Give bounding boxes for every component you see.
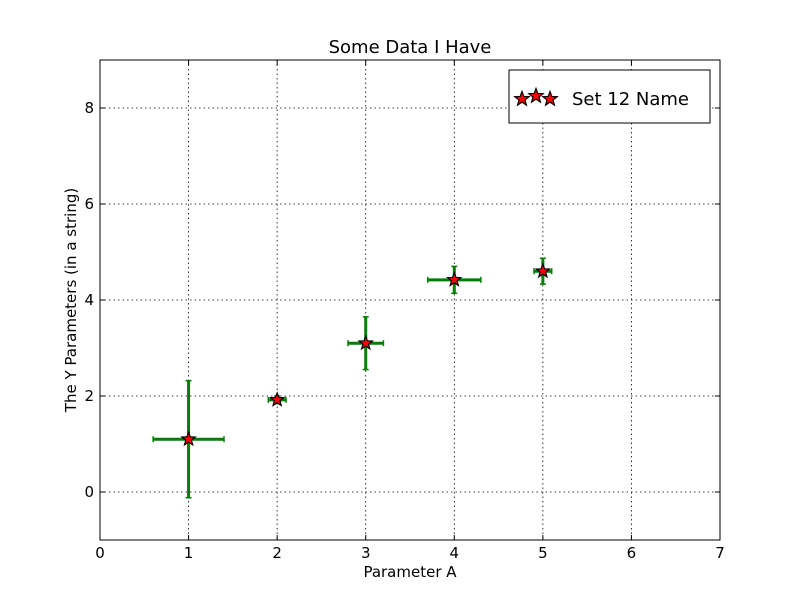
data-point-star [268, 391, 286, 407]
y-tick-label: 4 [84, 291, 94, 309]
y-tick-label: 6 [84, 195, 94, 213]
axis-ticks: 0 1 2 3 4 5 6 7 0 2 4 6 8 [84, 60, 725, 562]
data-markers [180, 262, 552, 447]
x-tick-label: 4 [450, 544, 460, 562]
legend-markers [513, 86, 559, 107]
y-tick-label: 8 [84, 99, 94, 117]
legend: Set 12 Name [508, 69, 711, 124]
y-axis-label: The Y Parameters (in a string) [62, 188, 80, 413]
data-point-star [446, 271, 463, 287]
x-tick-label: 1 [184, 544, 194, 562]
x-tick-label: 2 [272, 544, 282, 562]
chart-title: Some Data I Have [329, 37, 492, 58]
legend-star-icon [527, 86, 545, 104]
data-point-star [534, 262, 552, 279]
x-axis-label: Parameter A [363, 563, 457, 581]
y-tick-label: 0 [84, 483, 94, 501]
x-tick-label: 7 [715, 544, 725, 562]
x-tick-label: 6 [627, 544, 637, 562]
legend-label: Set 12 Name [572, 89, 689, 110]
x-tick-label: 0 [95, 544, 105, 562]
x-tick-label: 3 [361, 544, 371, 562]
y-tick-label: 2 [84, 387, 94, 405]
data-point-star [357, 334, 374, 351]
data-point-star [180, 430, 197, 447]
legend-star-icon [541, 89, 559, 107]
x-tick-label: 5 [538, 544, 548, 562]
plot-area [100, 60, 720, 540]
legend-star-icon [513, 89, 531, 107]
